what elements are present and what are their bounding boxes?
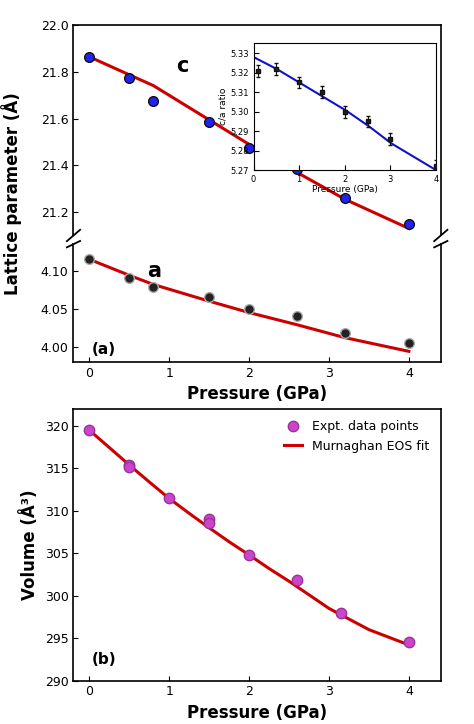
Text: (b): (b) — [92, 652, 117, 668]
X-axis label: Pressure (GPa): Pressure (GPa) — [312, 185, 378, 194]
Y-axis label: Volume (Å³): Volume (Å³) — [20, 489, 39, 600]
Text: c: c — [176, 56, 189, 75]
Legend: Expt. data points, Murnaghan EOS fit: Expt. data points, Murnaghan EOS fit — [279, 416, 435, 458]
Text: a: a — [147, 261, 161, 281]
Text: (a): (a) — [92, 342, 116, 357]
X-axis label: Pressure (GPa): Pressure (GPa) — [187, 704, 327, 722]
Text: Lattice parameter (Å): Lattice parameter (Å) — [1, 92, 22, 295]
Y-axis label: c/a ratio: c/a ratio — [219, 88, 228, 125]
X-axis label: Pressure (GPa): Pressure (GPa) — [187, 385, 327, 403]
